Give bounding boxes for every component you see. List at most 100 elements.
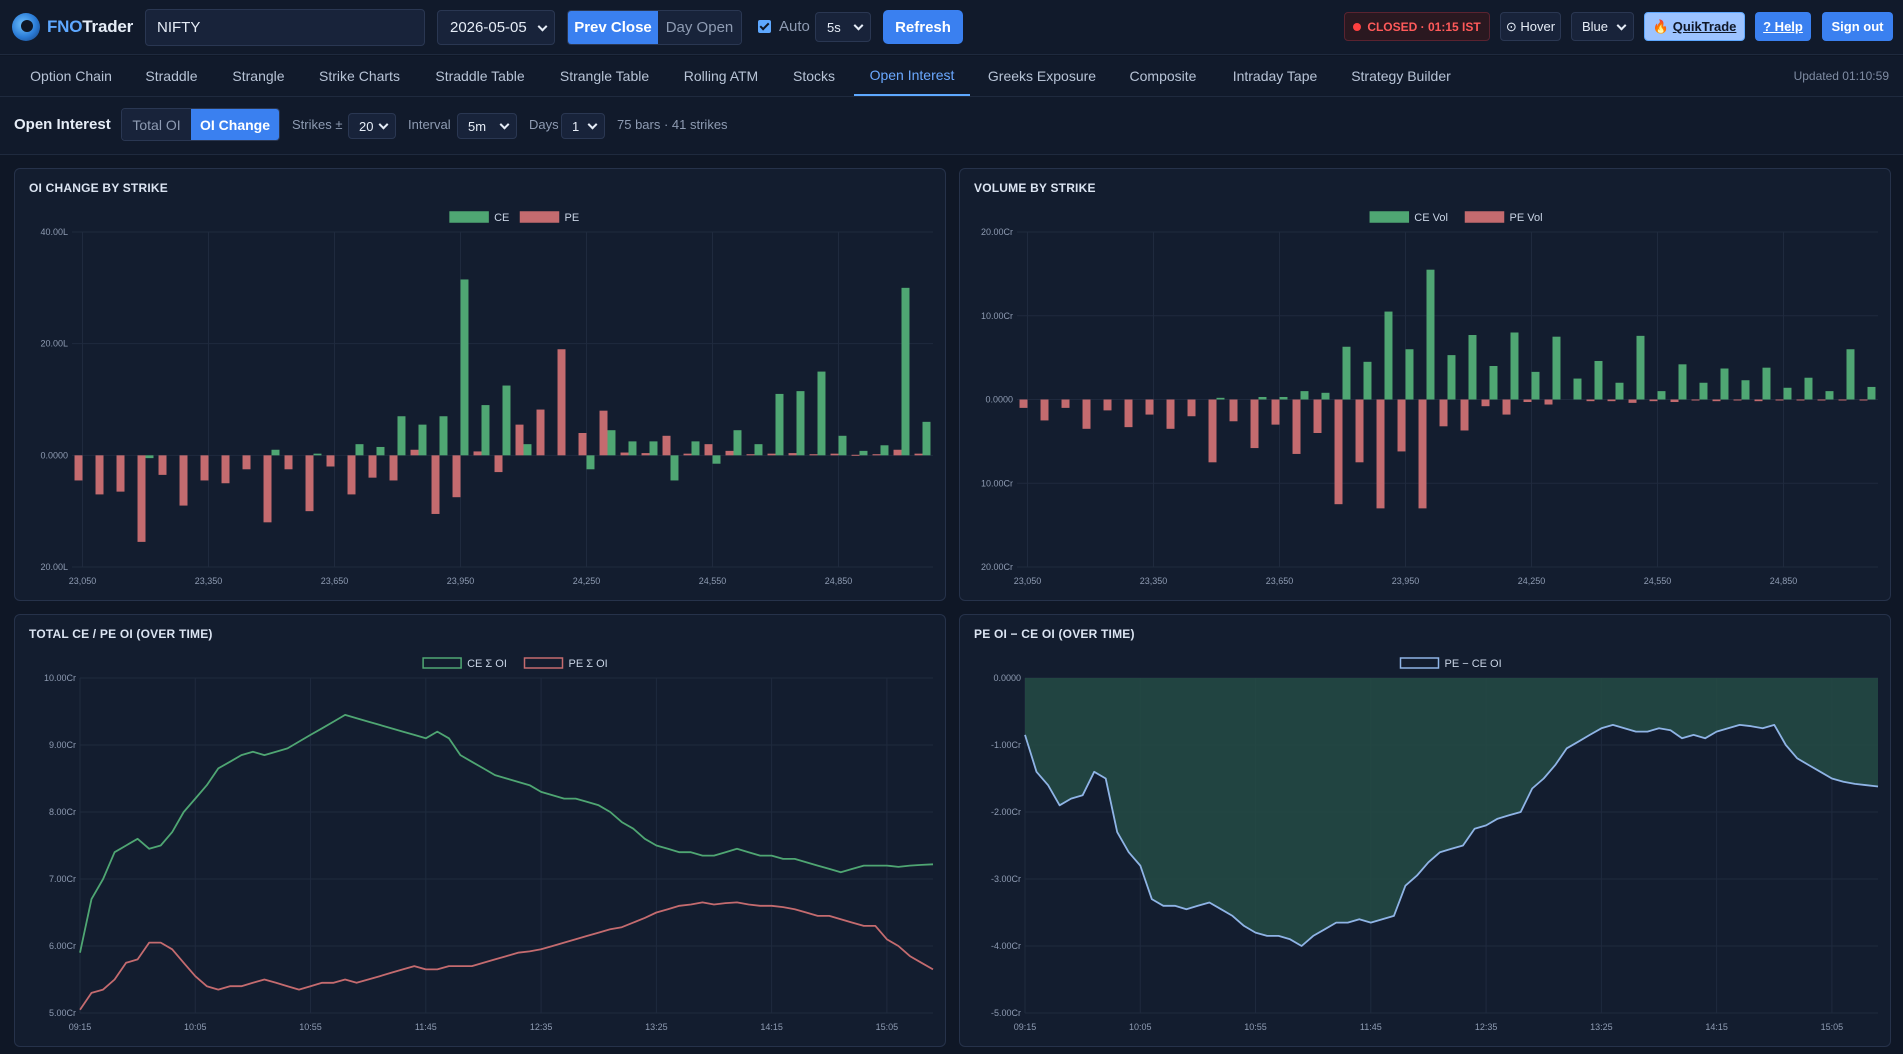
bar-ce: [313, 453, 322, 456]
bar-pe: [725, 450, 734, 456]
bar-ce-vol: [1510, 332, 1519, 400]
bar-ce-vol: [1489, 366, 1498, 400]
y-tick-label: -3.00Cr: [991, 874, 1021, 884]
y-tick-label: 8.00Cr: [49, 807, 76, 817]
tab-strangle-table[interactable]: Strangle Table: [559, 68, 650, 84]
bar-pe: [872, 454, 881, 456]
quiktrade-button[interactable]: 🔥 QuikTrade: [1644, 12, 1745, 41]
base-toggle: Prev Close Day Open: [567, 10, 742, 45]
y-tick-label: 6.00Cr: [49, 941, 76, 951]
oi-mode-toggle: Total OI OI Change: [121, 108, 280, 141]
bar-ce-vol: [1321, 392, 1330, 400]
day-open-button[interactable]: Day Open: [658, 11, 741, 44]
bar-ce-vol: [1615, 382, 1624, 400]
bar-ce: [922, 421, 931, 456]
bar-pe: [368, 455, 377, 478]
flame-icon: 🔥: [1652, 18, 1669, 34]
days-select[interactable]: 1: [561, 113, 605, 139]
x-tick-label: 24,550: [699, 576, 727, 586]
bar-ce: [649, 441, 658, 456]
tab-option-chain[interactable]: Option Chain: [30, 68, 112, 84]
bar-pe-vol: [1544, 399, 1553, 405]
strikes-select[interactable]: 20: [348, 113, 396, 139]
bar-pe: [557, 349, 566, 456]
bar-ce-vol: [1258, 396, 1267, 400]
diff-oi-chart[interactable]: 0.0000 -1.00Cr -2.00Cr -3.00Cr -4.00Cr -5.00C…: [960, 615, 1892, 1048]
expiry-date-value: 2026-05-05: [450, 19, 527, 36]
tab-rolling-atm[interactable]: Rolling ATM: [683, 68, 759, 84]
volume-chart[interactable]: 20.00Cr10.00Cr0.000010.00Cr20.00Cr23,050…: [960, 169, 1892, 602]
auto-interval-select[interactable]: 5s: [815, 12, 871, 42]
x-tick-label: 12:35: [1475, 1022, 1498, 1032]
strikes-label: Strikes ±: [292, 117, 343, 132]
prev-close-button[interactable]: Prev Close: [568, 11, 658, 44]
tab-strike-charts[interactable]: Strike Charts: [319, 68, 400, 84]
auto-refresh-checkbox[interactable]: [758, 20, 771, 33]
bar-pe-vol: [1124, 399, 1133, 428]
bar-ce-vol: [1804, 377, 1813, 400]
oi-change-button[interactable]: OI Change: [191, 109, 279, 140]
bar-pe-vol: [1838, 399, 1847, 401]
y-tick-label: 0.0000: [985, 395, 1013, 405]
brand-name: FNOTrader: [47, 17, 134, 36]
x-tick-label: 14:15: [760, 1022, 783, 1032]
bar-ce-vol: [1468, 335, 1477, 400]
tab-intraday-tape[interactable]: Intraday Tape: [1232, 68, 1318, 84]
panel-title: VOLUME BY STRIKE: [974, 181, 1096, 195]
bar-pe: [788, 453, 797, 456]
bar-pe-vol: [1418, 399, 1427, 509]
expiry-date-select[interactable]: 2026-05-05: [437, 10, 555, 45]
brand-logo[interactable]: FNOTrader: [12, 13, 133, 41]
market-status-badge: CLOSED · 01:15 IST: [1344, 12, 1490, 41]
bar-ce: [586, 455, 595, 470]
bar-pe: [473, 451, 482, 456]
tab-straddle[interactable]: Straddle: [145, 68, 198, 84]
panel-title: PE OI − CE OI (OVER TIME): [974, 627, 1135, 641]
x-tick-label: 23,650: [321, 576, 349, 586]
tab-straddle-table[interactable]: Straddle Table: [435, 68, 525, 84]
bar-pe: [410, 449, 419, 456]
bar-pe-vol: [1628, 399, 1637, 403]
bar-ce: [481, 405, 490, 456]
tab-strangle[interactable]: Strangle: [232, 68, 285, 84]
total-oi-button[interactable]: Total OI: [122, 109, 191, 140]
bar-pe-vol: [1481, 399, 1490, 407]
x-tick-label: 09:15: [1014, 1022, 1037, 1032]
oi-change-panel: OI CHANGE BY STRIKE 40.00L 20.00L 0.0000 20…: [14, 168, 946, 601]
legend-swatch-0: [1399, 657, 1440, 669]
sign-out-button[interactable]: Sign out: [1822, 12, 1893, 41]
symbol-input[interactable]: [145, 9, 425, 46]
x-tick-label: 24,550: [1644, 576, 1672, 586]
legend-swatch-0: [1369, 211, 1410, 223]
bar-ce: [901, 287, 910, 456]
bar-ce-vol: [1552, 336, 1561, 400]
hover-toggle-button[interactable]: ⊙ Hover: [1500, 12, 1561, 41]
bar-pe-vol: [1229, 399, 1238, 422]
bar-ce: [691, 441, 700, 456]
bar-pe: [893, 449, 902, 456]
bar-pe: [179, 455, 188, 506]
theme-select[interactable]: Blue: [1571, 12, 1634, 41]
bar-ce-vol: [1279, 396, 1288, 400]
chevron-down-icon: [587, 119, 598, 130]
help-button[interactable]: ? Help: [1755, 12, 1811, 41]
tab-greeks-exposure[interactable]: Greeks Exposure: [987, 68, 1097, 84]
volume-panel: VOLUME BY STRIKE 20.00Cr 10.00Cr 0.0000 10.…: [959, 168, 1891, 601]
series-line-ce-oi: [79, 714, 934, 953]
tab-composite[interactable]: Composite: [1129, 68, 1197, 84]
bar-pe-vol: [1796, 399, 1805, 401]
tab-open-interest[interactable]: Open Interest: [854, 56, 970, 96]
refresh-button[interactable]: Refresh: [883, 10, 963, 44]
x-tick-label: 13:25: [1590, 1022, 1613, 1032]
bar-pe: [242, 455, 251, 470]
interval-select[interactable]: 5m: [457, 113, 517, 139]
bar-pe-vol: [1145, 399, 1154, 415]
tab-stocks[interactable]: Stocks: [792, 68, 835, 84]
top-bar: FNOTrader 2026-05-05 Prev Close Day Open…: [0, 0, 1903, 55]
total-oi-chart[interactable]: 10.00Cr 9.00Cr 8.00Cr 7.00Cr 6.00Cr 5.00Cr 09:…: [15, 615, 947, 1048]
tab-strategy-builder[interactable]: Strategy Builder: [1351, 68, 1451, 84]
x-tick-label: 15:05: [876, 1022, 899, 1032]
y-tick-label: -1.00Cr: [991, 740, 1021, 750]
bar-ce: [145, 455, 154, 459]
